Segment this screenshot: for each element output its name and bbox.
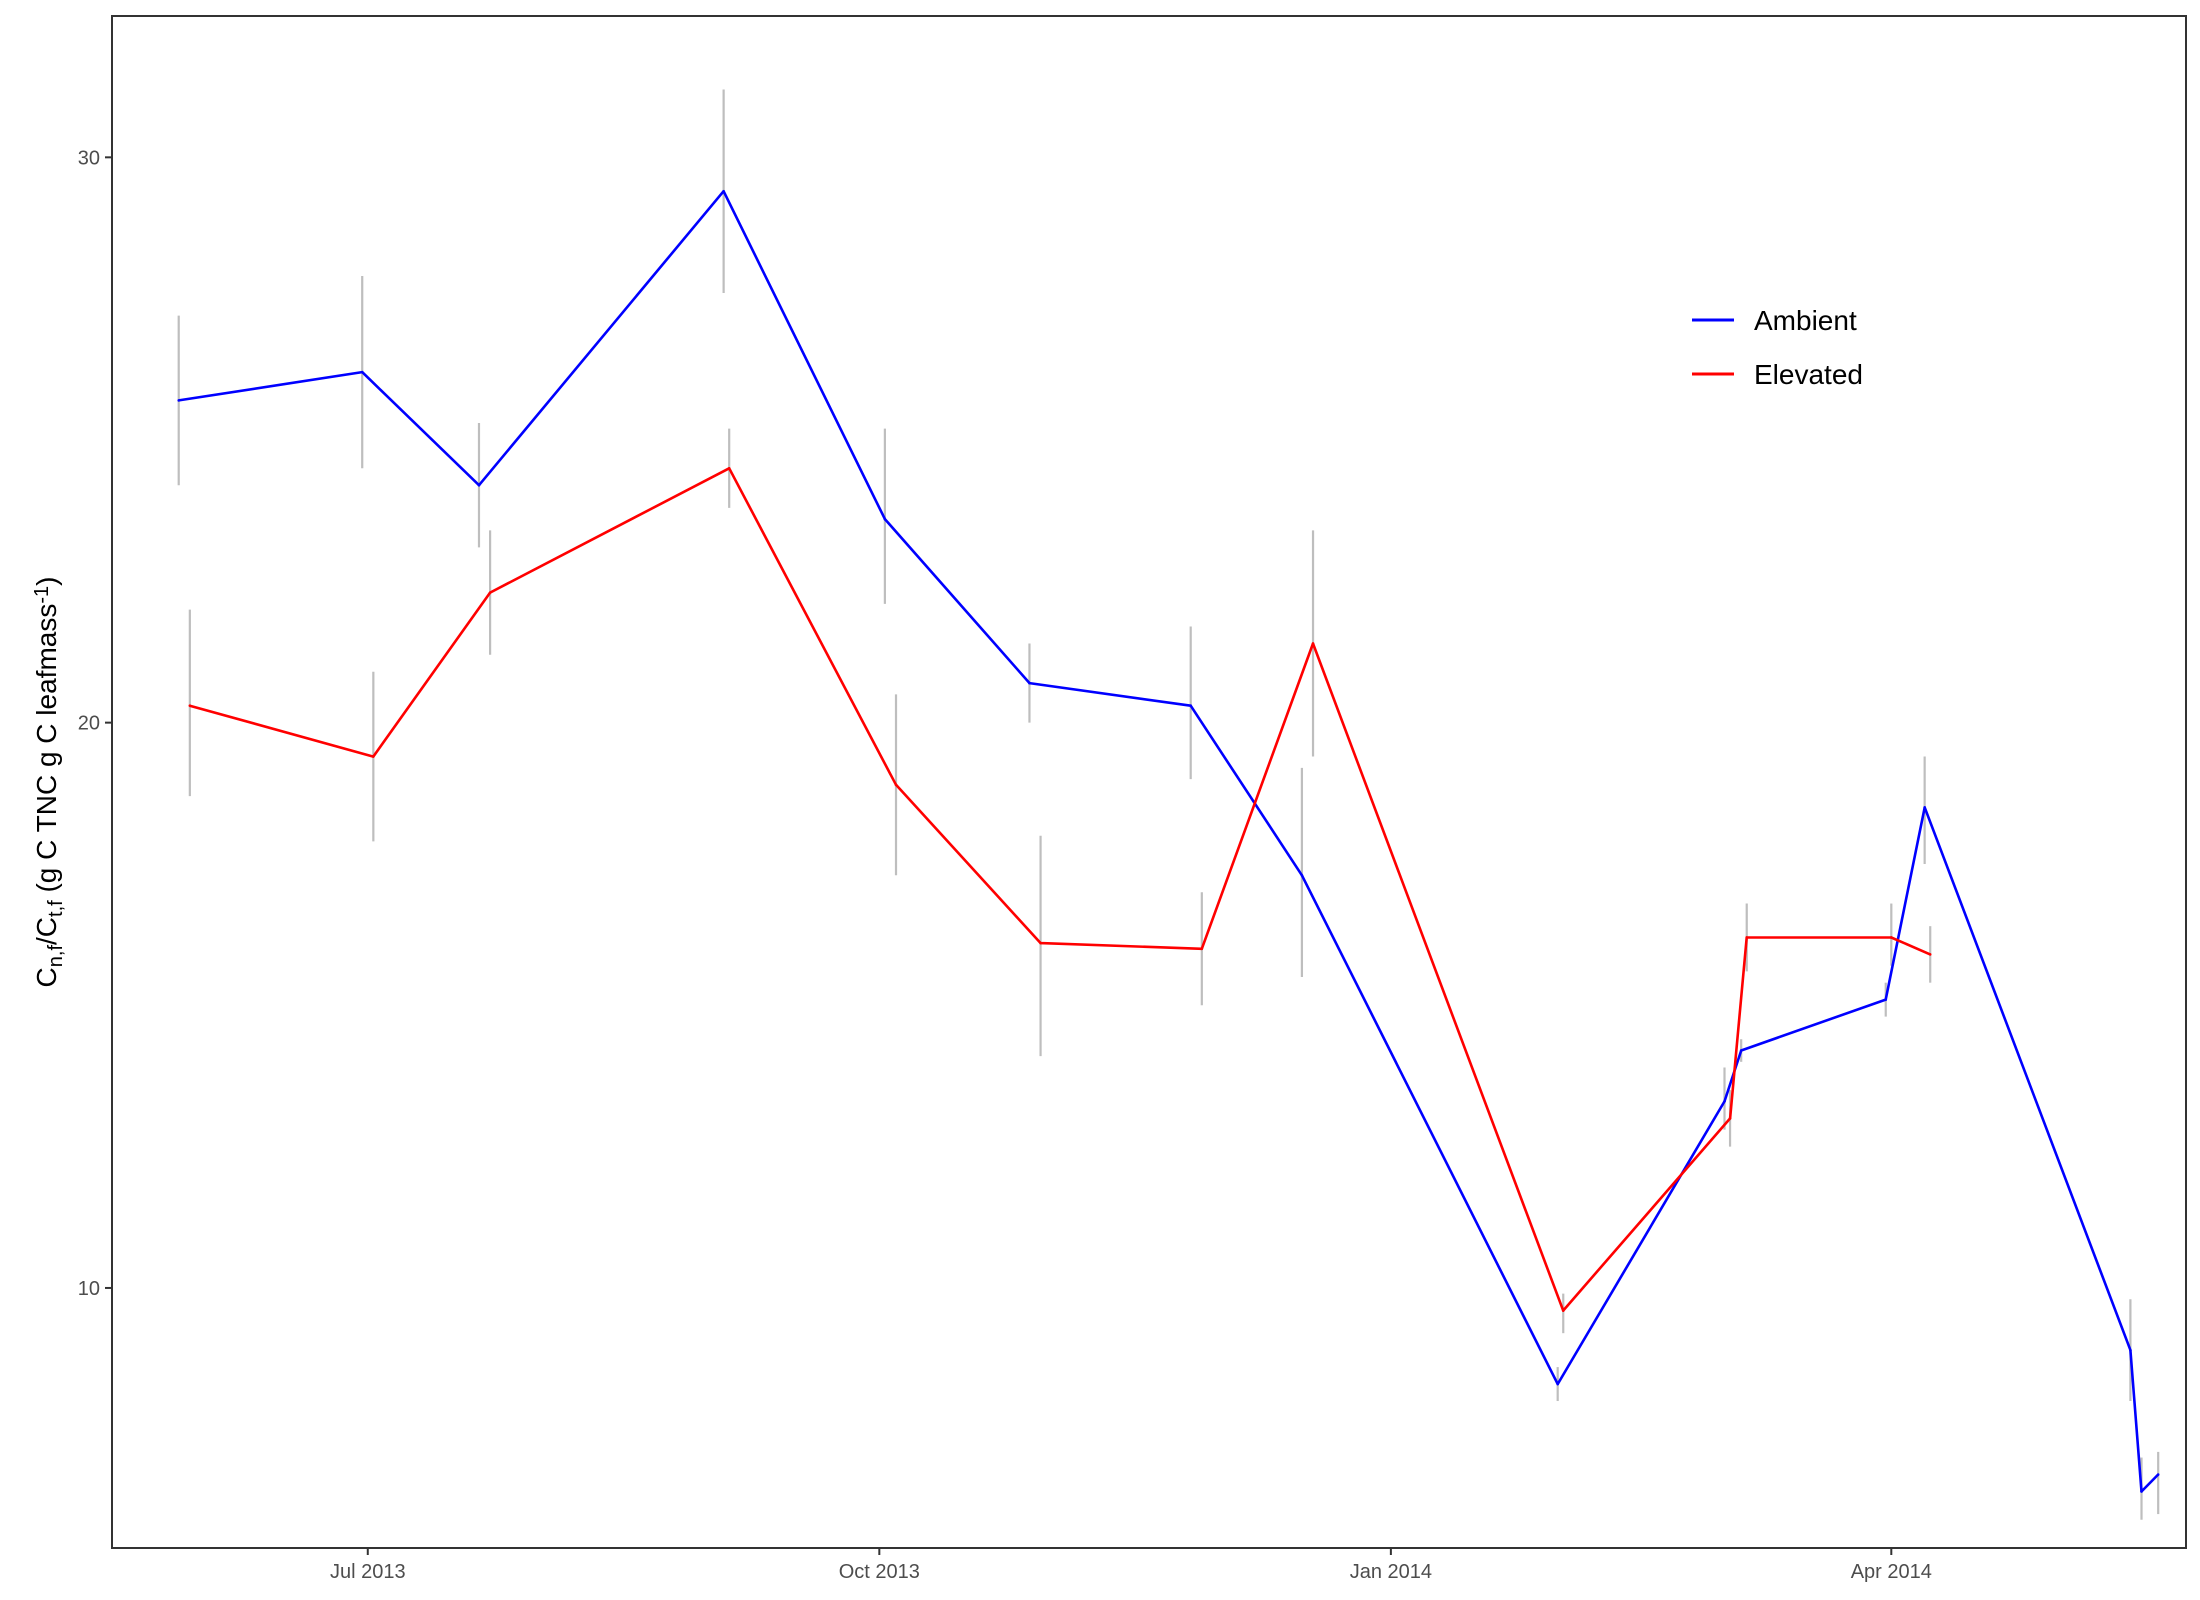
data-point-ambient-3 (722, 189, 725, 193)
data-point-ambient-4 (883, 517, 887, 521)
data-point-elevated-1 (372, 755, 375, 758)
data-point-ambient-15 (2156, 1473, 2160, 1476)
data-point-elevated-0 (188, 704, 192, 707)
legend: Ambient Elevated (1692, 305, 1863, 390)
series-line-ambient (178, 189, 2160, 1493)
data-point-elevated-11 (1890, 936, 1893, 939)
panel-background (112, 16, 2186, 1548)
data-point-elevated-4 (894, 783, 898, 787)
series-lines (177, 189, 2160, 1493)
data-point-elevated-9 (1728, 1117, 1732, 1120)
data-point-ambient-1 (360, 370, 364, 374)
data-point-elevated-5 (1039, 941, 1042, 945)
y-tick-label-20: 20 (78, 713, 100, 735)
y-axis-label-part-3: t,f (45, 900, 67, 917)
data-point-ambient-14 (2140, 1490, 2143, 1493)
x-axis: Jul 2013 Oct 2013 Jan 2014 Apr 2014 (330, 1548, 1932, 1583)
data-point-ambient-0 (177, 399, 181, 402)
data-point-ambient-11 (1884, 998, 1888, 1001)
x-tick-label-3: Apr 2014 (1851, 1561, 1932, 1583)
data-point-ambient-9 (1723, 1100, 1726, 1103)
data-point-elevated-10 (1745, 936, 1749, 939)
data-point-ambient-6 (1189, 704, 1193, 707)
data-point-elevated-6 (1200, 947, 1204, 951)
y-axis-label-part-6: ) (31, 577, 62, 586)
y-axis-label-part-2: /C (31, 917, 62, 945)
panel-border (111, 15, 2187, 1549)
data-point-ambient-8 (1556, 1382, 1559, 1386)
data-point-elevated-7 (1311, 642, 1315, 645)
data-point-elevated-12 (1928, 953, 1932, 956)
x-tick-label-1: Oct 2013 (839, 1561, 920, 1583)
y-axis-label-part-5: -1 (31, 586, 53, 604)
y-tick-label-10: 10 (78, 1278, 100, 1300)
data-point-elevated-2 (488, 591, 492, 594)
x-tick-label-0: Jul 2013 (330, 1561, 406, 1583)
data-point-ambient-5 (1028, 681, 1031, 685)
data-point-ambient-2 (477, 483, 481, 487)
y-axis-label: Cn,f/Ct,f (g C TNC g C leafmass-1) (31, 577, 67, 988)
data-point-ambient-12 (1923, 806, 1926, 809)
x-tick-label-2: Jan 2014 (1350, 1561, 1432, 1583)
legend-label-elevated: Elevated (1754, 359, 1863, 390)
y-axis-label-part-1: n,f (45, 945, 67, 968)
data-point-ambient-7 (1300, 873, 1304, 877)
y-axis-label-part-0: C (31, 967, 62, 987)
data-point-elevated-8 (1561, 1309, 1565, 1312)
legend-label-ambient: Ambient (1754, 305, 1857, 336)
y-axis: 10 20 30 (78, 147, 112, 1300)
data-point-elevated-3 (727, 466, 731, 470)
data-point-ambient-10 (1739, 1049, 1743, 1052)
data-point-ambient-13 (2129, 1348, 2132, 1352)
y-tick-label-30: 30 (78, 147, 100, 169)
y-axis-label-part-4: (g C TNC g C leafmass (31, 604, 62, 901)
